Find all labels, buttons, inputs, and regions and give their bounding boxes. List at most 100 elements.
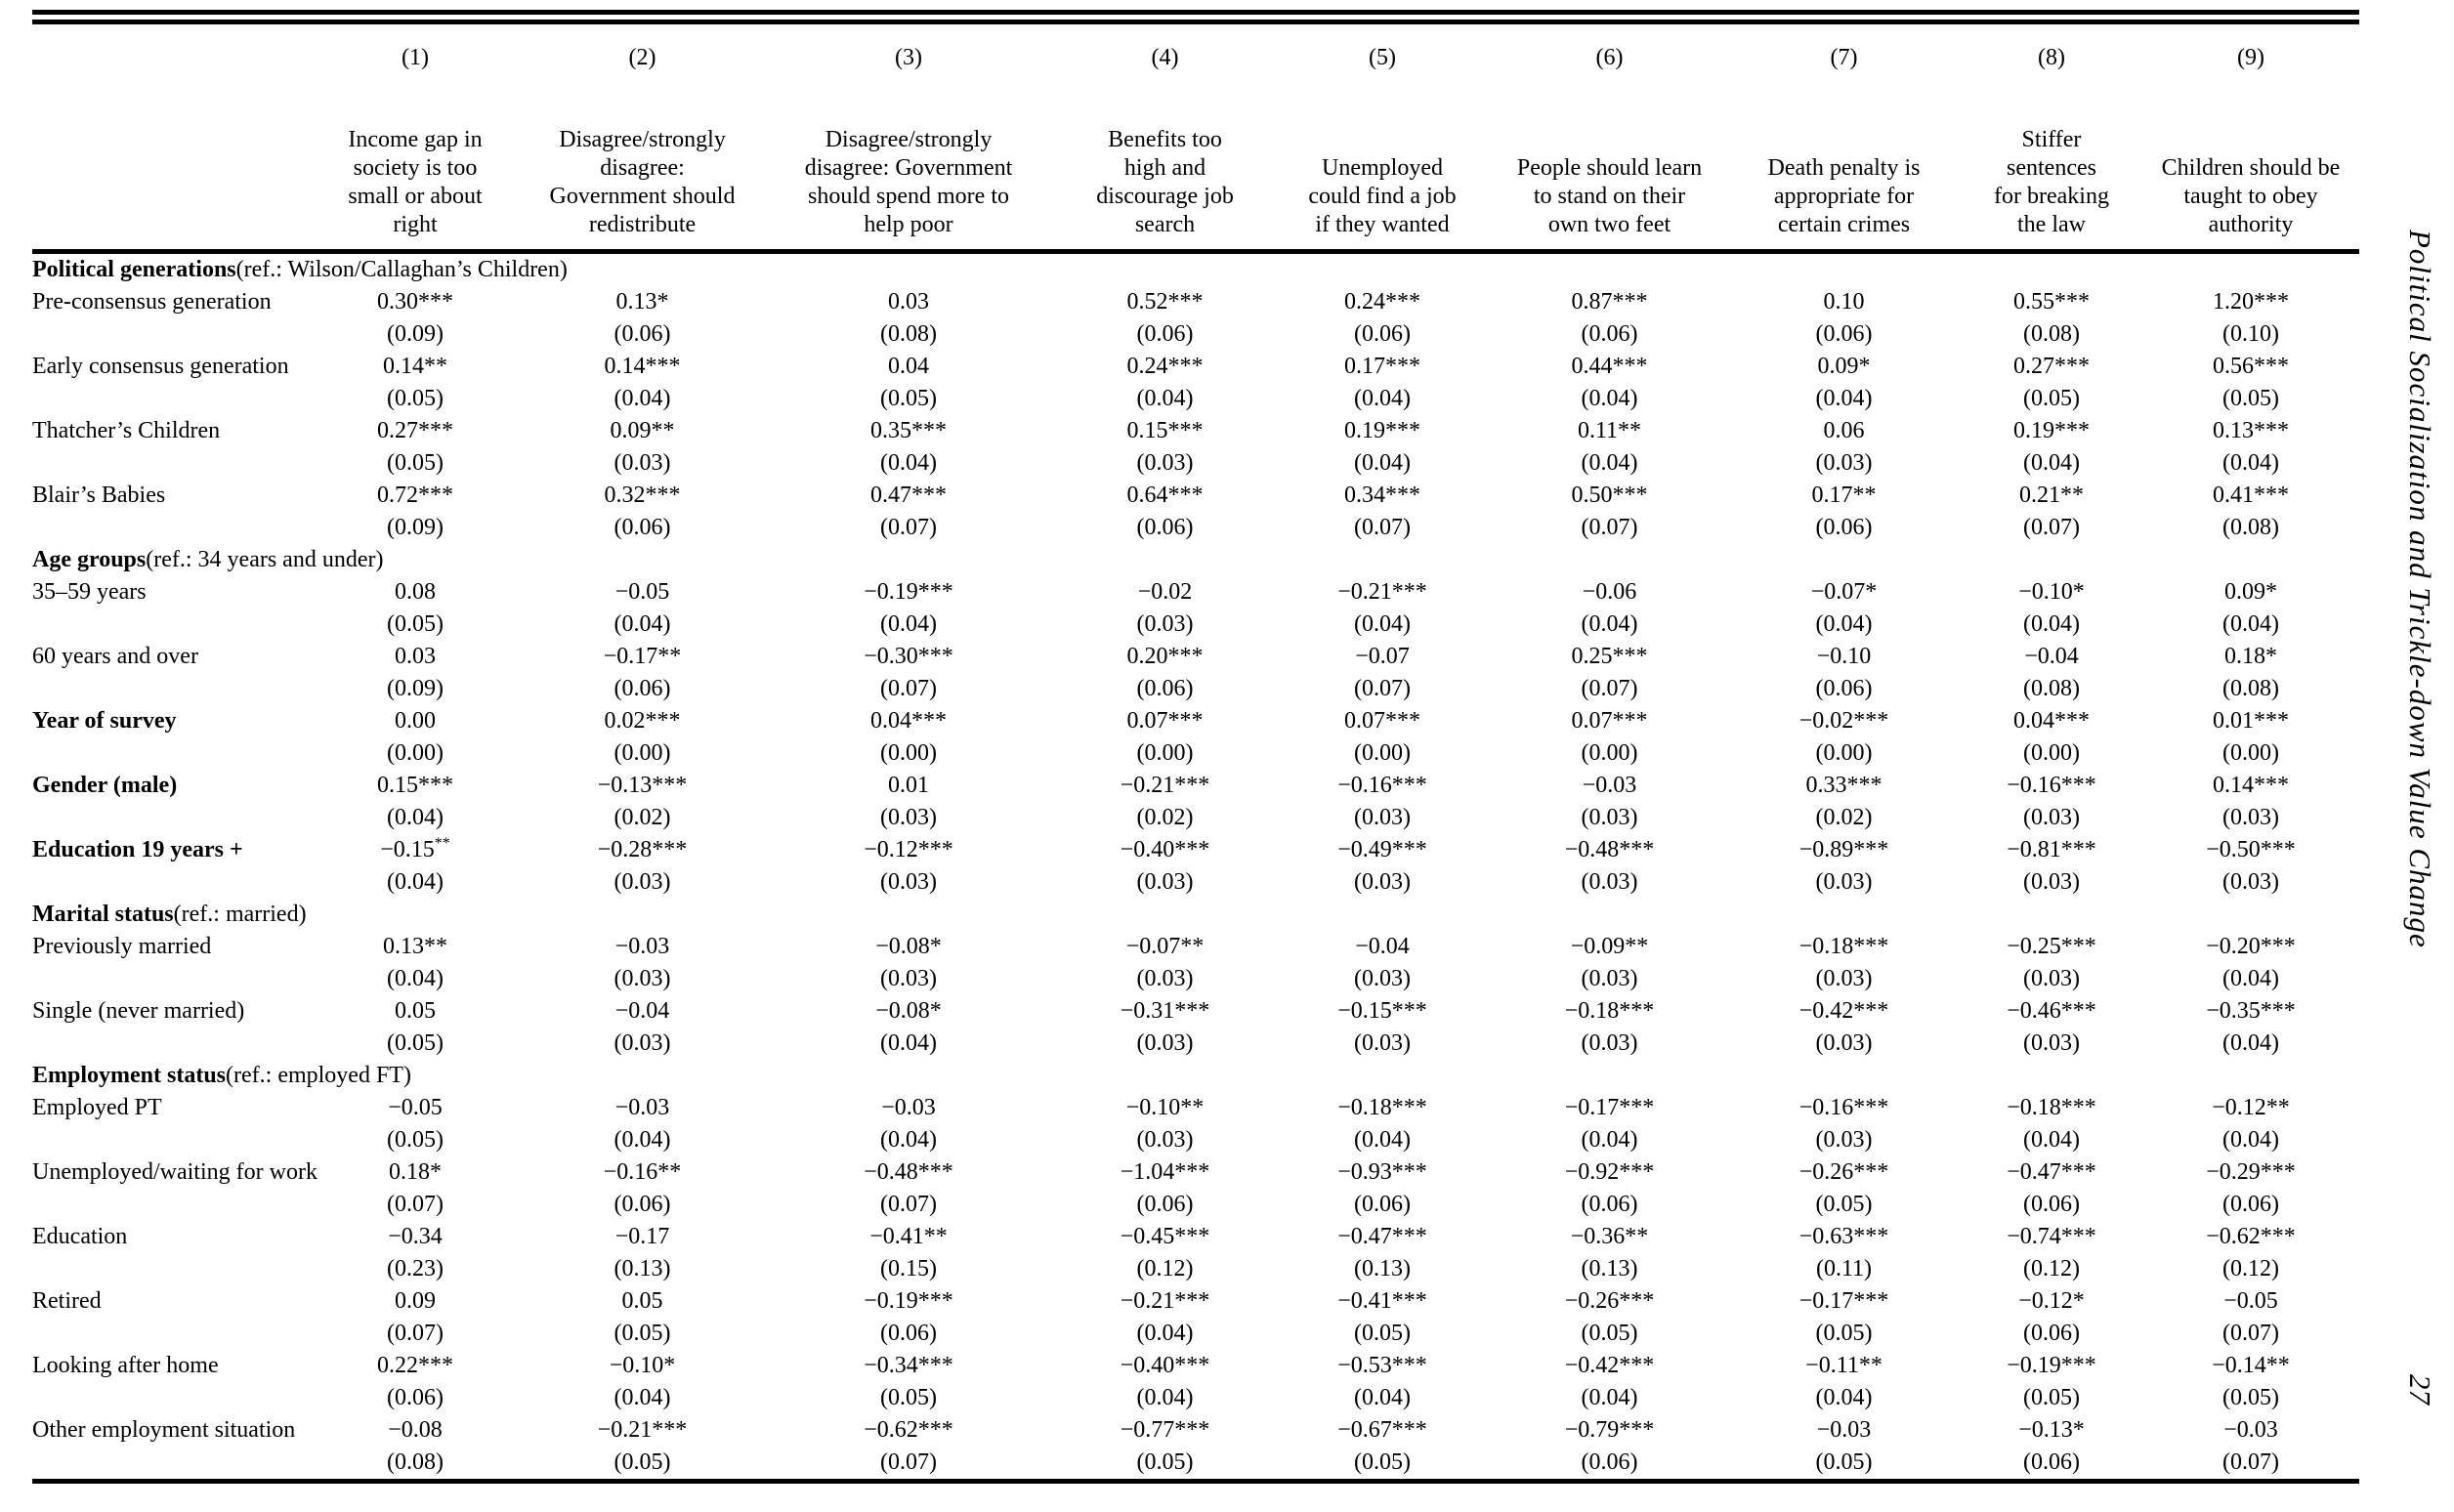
standard-error-value: (0.00) [2222, 740, 2279, 766]
coefficient-value: 0.13* [615, 289, 669, 315]
coefficient-value: −0.08* [875, 998, 942, 1024]
coef-cell: −0.35*** (0.04) [2144, 995, 2357, 1060]
coefficient-value: 0.17** [1811, 483, 1877, 508]
col-number: (7) [1830, 45, 1858, 70]
standard-error-value: (0.08) [880, 321, 937, 347]
standard-error-value: (0.07) [880, 1192, 937, 1217]
col-header-3: (3) Disagree/strongly disagree: Governme… [762, 38, 1055, 249]
coefficient-value: −0.48*** [1564, 837, 1655, 862]
standard-error-value: (0.13) [1581, 1256, 1638, 1281]
coefficient-value: −0.06 [1582, 579, 1637, 605]
standard-error-value: (0.03) [1815, 966, 1873, 991]
coef-cell: −0.17*** (0.04) [1490, 1092, 1729, 1156]
coefficient-value: −0.04 [614, 998, 670, 1024]
row-label: Looking after home [32, 1353, 219, 1378]
standard-error-value: (0.06) [1815, 676, 1873, 701]
coef-cell: −0.04 (0.03) [523, 995, 762, 1060]
coef-cell: 0.56*** (0.05) [2144, 351, 2357, 415]
coefficient-value: −0.21*** [1120, 773, 1210, 798]
coefficient-value: −0.09** [1570, 934, 1649, 959]
coefficient-value: −0.34*** [864, 1353, 953, 1378]
coefficient-value: −0.13* [2018, 1417, 2085, 1443]
coef-cell: −0.09** (0.03) [1490, 931, 1729, 995]
coefficient-value: −0.93*** [1337, 1159, 1427, 1185]
coefficient-value: 0.17*** [1344, 354, 1420, 379]
coef-cell: 0.24*** (0.06) [1275, 286, 1490, 351]
standard-error-value: (0.02) [1815, 805, 1873, 830]
coef-cell: −0.12** (0.04) [2144, 1092, 2357, 1156]
coef-cell: −0.77*** (0.05) [1055, 1414, 1275, 1479]
coefficient-value: −0.16*** [2007, 773, 2096, 798]
row-label: Gender (male) [32, 773, 178, 798]
standard-error-value: (0.04) [2023, 611, 2080, 637]
coef-cell: −0.36** (0.13) [1490, 1221, 1729, 1285]
coefficient-value: −0.05 [388, 1095, 443, 1120]
coef-row: Blair’s Babies 0.72*** (0.09) 0.32*** (0.06)… [32, 480, 2359, 544]
row-label: Early consensus generation [32, 354, 289, 379]
coefficient-value: −0.47*** [1337, 1224, 1427, 1249]
standard-error-value: (0.06) [1136, 1192, 1194, 1217]
coefficient-value: −0.19*** [864, 1288, 953, 1314]
coef-cell: −0.67*** (0.05) [1275, 1414, 1490, 1479]
coef-cell: −0.17*** (0.05) [1729, 1285, 1959, 1350]
header-spacer [32, 38, 308, 249]
coefficient-value: 0.08 [395, 579, 436, 605]
section-row: Age groups (ref.: 34 years and under) [32, 544, 2359, 576]
coefficient-value: −0.19*** [864, 579, 953, 605]
coef-cell: −0.47*** (0.13) [1275, 1221, 1490, 1285]
coef-cell: −0.14** (0.05) [2144, 1350, 2357, 1414]
coef-cell: 0.04 (0.05) [762, 351, 1055, 415]
coef-cell: −0.18*** (0.03) [1729, 931, 1959, 995]
coef-cell: −0.40*** (0.04) [1055, 1350, 1275, 1414]
standard-error-value: (0.04) [1815, 611, 1873, 637]
col-header-2: (2) Disagree/strongly disagree: Governme… [523, 38, 762, 249]
coef-cell: 0.05 (0.05) [523, 1285, 762, 1350]
section-ref-note: (ref.: married) [173, 902, 307, 927]
standard-error-value: (0.04) [2222, 1127, 2279, 1153]
standard-error-value: (0.05) [1354, 1449, 1411, 1475]
coefficient-value: −0.40*** [1120, 1353, 1210, 1378]
coef-row: Employed PT −0.05 (0.05) −0.03 (0.04) −0.03 (0… [32, 1092, 2359, 1156]
standard-error-value: (0.03) [1136, 966, 1194, 991]
row-label: Education [32, 1224, 128, 1249]
coef-cell: −0.17** (0.06) [523, 641, 762, 705]
coef-cell: −0.21*** (0.05) [523, 1414, 762, 1479]
standard-error-value: (0.05) [614, 1321, 671, 1346]
coef-cell: −0.30*** (0.07) [762, 641, 1055, 705]
standard-error-value: (0.06) [1815, 515, 1873, 540]
coefficient-value: −0.02*** [1798, 708, 1889, 734]
coefficient-value: −0.04 [2024, 644, 2079, 669]
coef-cell: −0.29*** (0.06) [2144, 1156, 2357, 1221]
coefficient-value: 0.18* [2224, 644, 2277, 669]
coefficient-value: −0.74*** [2007, 1224, 2096, 1249]
standard-error-value: (0.03) [880, 869, 937, 895]
coefficient-value: 0.03 [888, 289, 929, 315]
standard-error-value: (0.04) [1354, 611, 1411, 637]
coef-cell: −0.93*** (0.06) [1275, 1156, 1490, 1221]
coefficient-value: −0.17*** [1564, 1095, 1655, 1120]
coefficient-value: −0.42*** [1564, 1353, 1655, 1378]
coefficient-value: −0.05 [614, 579, 670, 605]
standard-error-value: (0.05) [1136, 1449, 1194, 1475]
col-header-1: (1) Income gap in society is too small o… [308, 38, 523, 249]
coefficient-value: 0.15*** [377, 773, 453, 798]
col-header-8: (8) Stiffer sentences for breaking the l… [1959, 38, 2144, 249]
coef-cell: 0.01 (0.03) [762, 770, 1055, 834]
standard-error-value: (0.07) [387, 1192, 444, 1217]
coef-cell: 0.87*** (0.06) [1490, 286, 1729, 351]
coef-row: Gender (male) 0.15*** (0.04) −0.13*** (0.02)… [32, 770, 2359, 834]
regression-table: (1) Income gap in society is too small o… [32, 10, 2359, 1484]
coefficient-value: 0.07*** [1344, 708, 1420, 734]
standard-error-value: (0.04) [1581, 386, 1638, 411]
coef-cell: 0.04*** (0.00) [762, 705, 1055, 770]
coef-cell: −0.18*** (0.04) [1959, 1092, 2144, 1156]
standard-error-value: (0.03) [614, 869, 671, 895]
coefficient-value: −0.18*** [2007, 1095, 2096, 1120]
coefficient-value: −0.12*** [864, 837, 953, 862]
coef-cell: −0.16*** (0.03) [1729, 1092, 1959, 1156]
coefficient-value: −0.15** [380, 835, 450, 863]
coefficient-value: −0.63*** [1798, 1224, 1889, 1249]
coef-cell: 0.55*** (0.08) [1959, 286, 2144, 351]
coef-cell: 0.27*** (0.05) [308, 415, 523, 480]
standard-error-value: (0.09) [387, 676, 444, 701]
